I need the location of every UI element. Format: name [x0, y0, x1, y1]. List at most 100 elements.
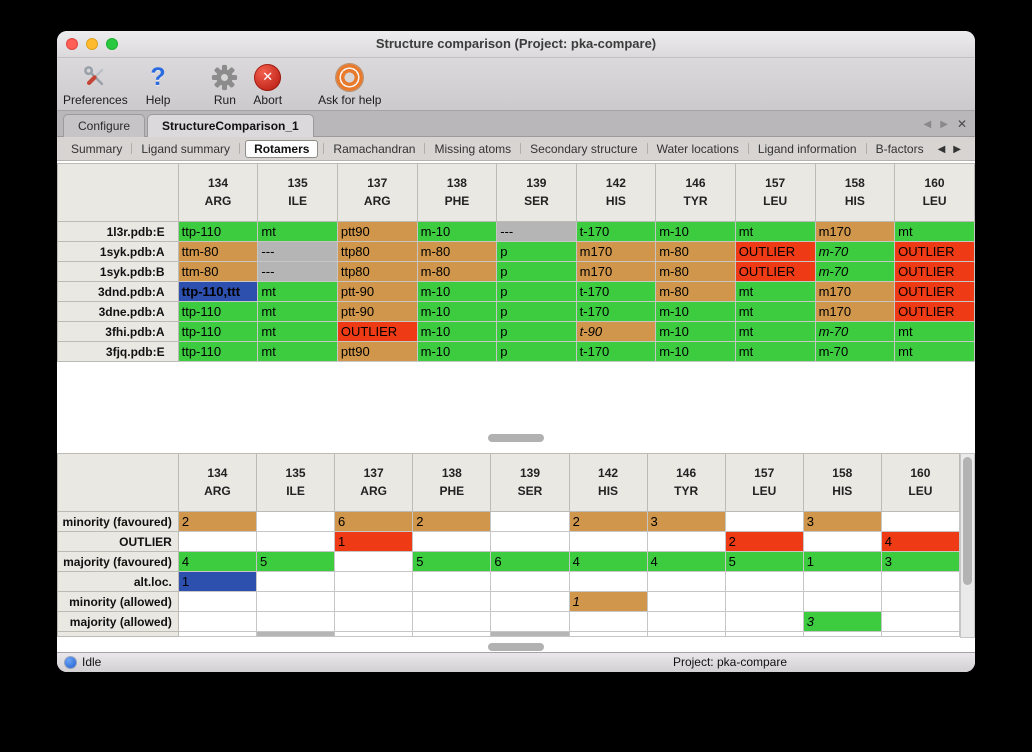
data-cell[interactable] — [334, 591, 414, 612]
splitter-handle-bottom[interactable] — [488, 643, 544, 651]
column-header-137[interactable]: 137 ARG — [336, 163, 418, 222]
data-cell[interactable] — [256, 611, 336, 632]
row-header-majority-allowed-[interactable]: majority (allowed) — [57, 611, 179, 632]
data-cell[interactable]: m-80 — [655, 241, 736, 262]
data-cell[interactable]: 1 — [334, 531, 414, 552]
column-header-142[interactable]: 142 HIS — [568, 453, 648, 512]
column-header-139[interactable]: 139 SER — [496, 163, 577, 222]
data-cell[interactable]: ptt90 — [336, 221, 418, 242]
data-cell[interactable]: p — [496, 341, 577, 362]
ask-for-help-button[interactable]: Ask for help — [318, 62, 381, 107]
data-cell[interactable] — [880, 511, 960, 532]
data-cell[interactable]: t-90 — [575, 321, 657, 342]
column-header-138[interactable]: 138 PHE — [412, 453, 492, 512]
column-header-137[interactable]: 137 ARG — [334, 453, 414, 512]
column-header-134[interactable]: 134 ARG — [177, 453, 258, 512]
data-cell[interactable]: OUTLIER — [894, 301, 975, 322]
subtab-rotamers[interactable]: Rotamers — [245, 139, 319, 158]
data-cell[interactable]: mt — [894, 221, 975, 242]
data-cell[interactable] — [646, 571, 726, 592]
vertical-scrollbar[interactable] — [960, 453, 975, 638]
scrollbar-thumb[interactable] — [963, 457, 972, 585]
subtab-secondary-structure[interactable]: Secondary structure — [530, 141, 638, 156]
column-header-146[interactable]: 146 TYR — [646, 453, 726, 512]
column-header-158[interactable]: 158 HIS — [802, 453, 882, 512]
data-cell[interactable]: ptt-90 — [336, 281, 418, 302]
data-cell[interactable]: m-70 — [814, 341, 896, 362]
data-cell[interactable]: mt — [257, 301, 338, 322]
row-header-3fhi-pdb-a[interactable]: 3fhi.pdb:A — [57, 321, 179, 342]
data-cell[interactable]: p — [496, 241, 577, 262]
data-cell[interactable]: m-80 — [655, 261, 736, 282]
row-header-1l3r-pdb-e[interactable]: 1l3r.pdb:E — [57, 221, 179, 242]
column-header-138[interactable]: 138 PHE — [416, 163, 498, 222]
data-cell[interactable] — [568, 531, 648, 552]
data-cell[interactable]: m-80 — [416, 241, 498, 262]
data-cell[interactable]: m170 — [814, 281, 896, 302]
data-cell[interactable]: m-10 — [655, 321, 736, 342]
data-cell[interactable]: 3 — [802, 511, 882, 532]
data-cell[interactable]: m-10 — [416, 221, 498, 242]
data-cell[interactable] — [177, 591, 258, 612]
row-header-outlier[interactable]: OUTLIER — [57, 531, 179, 552]
data-cell[interactable] — [177, 611, 258, 632]
data-cell[interactable]: mt — [894, 341, 975, 362]
data-cell[interactable]: m-10 — [655, 341, 736, 362]
data-cell[interactable]: 2 — [724, 531, 804, 552]
data-cell[interactable]: m-10 — [416, 341, 498, 362]
row-header-1syk-pdb-b[interactable]: 1syk.pdb:B — [57, 261, 179, 282]
tab-next-icon[interactable]: ▶ — [940, 118, 948, 130]
data-cell[interactable]: ttp-110 — [177, 321, 259, 342]
data-cell[interactable]: p — [496, 281, 577, 302]
help-button[interactable]: ? Help — [146, 62, 171, 107]
data-cell[interactable]: 6 — [334, 511, 414, 532]
data-cell[interactable]: ttm-80 — [177, 261, 259, 282]
data-cell[interactable] — [256, 531, 336, 552]
subtab-ligand-summary[interactable]: Ligand summary — [141, 141, 231, 156]
data-cell[interactable] — [490, 531, 570, 552]
column-header-157[interactable]: 157 LEU — [734, 163, 816, 222]
data-cell[interactable]: m-10 — [416, 281, 498, 302]
data-cell[interactable] — [490, 511, 570, 532]
data-cell[interactable]: --- — [496, 221, 577, 242]
data-cell[interactable]: ptt-90 — [336, 301, 418, 322]
data-cell[interactable] — [724, 611, 804, 632]
data-cell[interactable]: OUTLIER — [894, 261, 975, 282]
data-cell[interactable]: t-170 — [575, 341, 657, 362]
data-cell[interactable]: ttp80 — [336, 261, 418, 282]
data-cell[interactable] — [880, 571, 960, 592]
zoom-button[interactable] — [106, 38, 118, 50]
data-cell[interactable]: ttp-110 — [177, 221, 259, 242]
data-cell[interactable]: t-170 — [575, 221, 657, 242]
row-header-1syk-pdb-a[interactable]: 1syk.pdb:A — [57, 241, 179, 262]
data-cell[interactable]: mt — [734, 301, 816, 322]
data-cell[interactable]: 3 — [646, 511, 726, 532]
data-cell[interactable]: 5 — [412, 551, 492, 572]
data-cell[interactable] — [256, 511, 336, 532]
subtab-b-factors[interactable]: B-factors — [875, 141, 924, 156]
data-cell[interactable] — [880, 591, 960, 612]
tab-structurecomparison-1[interactable]: StructureComparison_1 — [147, 114, 314, 138]
data-cell[interactable]: m-10 — [416, 301, 498, 322]
data-cell[interactable] — [334, 551, 414, 572]
abort-button[interactable]: ✕ Abort — [253, 62, 282, 107]
row-header-minority-favoured-[interactable]: minority (favoured) — [57, 511, 179, 532]
data-cell[interactable]: m-10 — [655, 221, 736, 242]
data-cell[interactable] — [412, 611, 492, 632]
data-cell[interactable]: p — [496, 321, 577, 342]
data-cell[interactable]: 4 — [568, 551, 648, 572]
column-header-146[interactable]: 146 TYR — [655, 163, 736, 222]
column-header-160[interactable]: 160 LEU — [894, 163, 975, 222]
data-cell[interactable]: 1 — [177, 571, 258, 592]
data-cell[interactable]: mt — [257, 221, 338, 242]
data-cell[interactable] — [490, 591, 570, 612]
data-cell[interactable] — [802, 591, 882, 612]
column-header-157[interactable]: 157 LEU — [724, 453, 804, 512]
data-cell[interactable] — [177, 531, 258, 552]
data-cell[interactable]: t-170 — [575, 301, 657, 322]
data-cell[interactable]: OUTLIER — [734, 261, 816, 282]
column-header-135[interactable]: 135 ILE — [257, 163, 338, 222]
data-cell[interactable]: 5 — [256, 551, 336, 572]
data-cell[interactable]: 2 — [177, 511, 258, 532]
column-header-134[interactable]: 134 ARG — [177, 163, 259, 222]
